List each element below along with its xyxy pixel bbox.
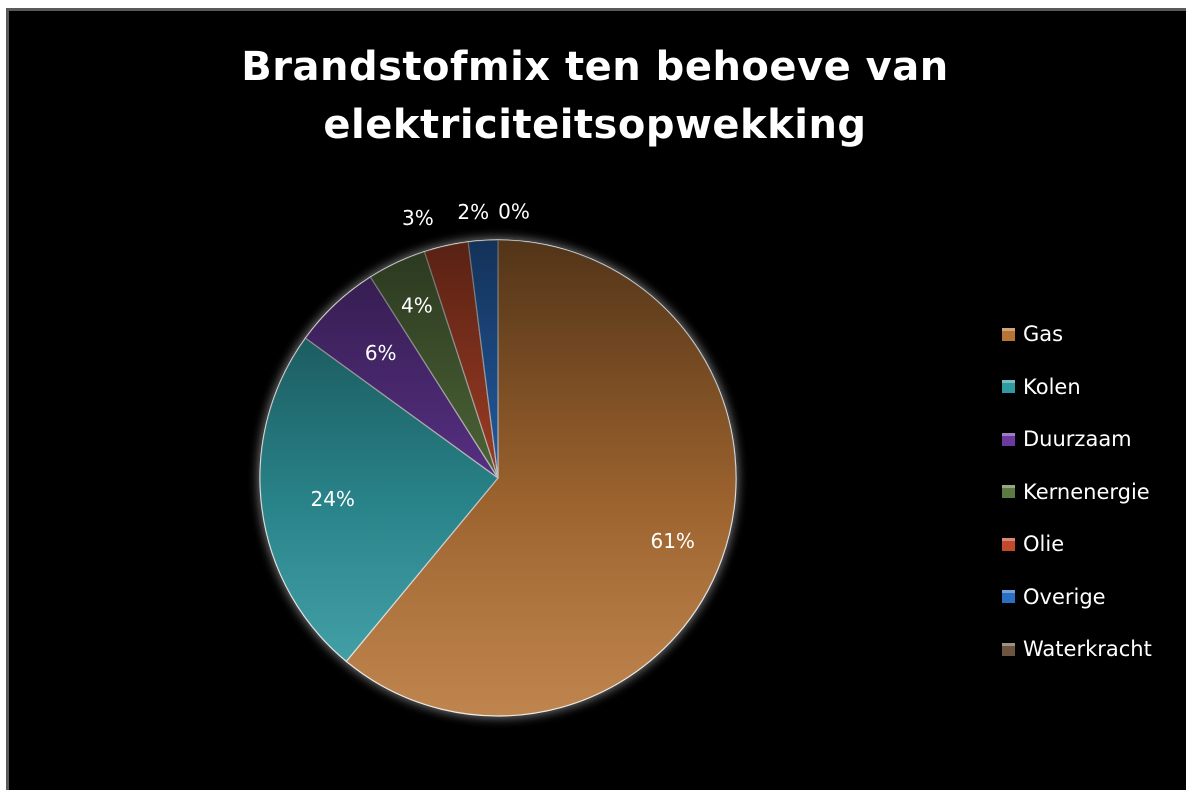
legend-item-gas: Gas xyxy=(1002,308,1182,361)
legend-item-waterkracht: Waterkracht xyxy=(1002,623,1182,676)
legend-label-kolen: Kolen xyxy=(1023,374,1081,399)
legend-item-duurzaam: Duurzaam xyxy=(1002,413,1182,466)
legend-label-olie: Olie xyxy=(1023,532,1065,557)
data-label-gas: 61% xyxy=(650,529,694,553)
data-label-kernenergie: 4% xyxy=(401,294,433,318)
legend-item-overige: Overige xyxy=(1002,571,1182,624)
legend-swatch-olie xyxy=(1002,537,1015,551)
chart-title-line-1: Brandstofmix ten behoeve van xyxy=(241,44,949,90)
data-label-olie: 3% xyxy=(402,206,434,230)
legend-label-duurzaam: Duurzaam xyxy=(1023,427,1132,452)
legend-label-kernenergie: Kernenergie xyxy=(1023,479,1150,504)
legend-swatch-overige xyxy=(1002,590,1015,604)
legend-swatch-waterkracht xyxy=(1002,642,1015,656)
data-label-duurzaam: 6% xyxy=(365,341,397,365)
legend-swatch-gas xyxy=(1002,327,1015,341)
data-label-overige: 2% xyxy=(457,200,489,224)
legend-label-waterkracht: Waterkracht xyxy=(1023,637,1152,662)
data-label-kolen: 24% xyxy=(310,487,354,511)
legend-label-gas: Gas xyxy=(1023,322,1064,347)
legend-item-olie: Olie xyxy=(1002,518,1182,571)
pie-slices xyxy=(259,239,737,717)
chart-title-line-2: elektriciteitsopwekking xyxy=(323,102,867,148)
legend-swatch-kolen xyxy=(1002,380,1015,394)
pie-data-labels: 61% 24% 6%4% 3% 2% 0% xyxy=(310,199,694,553)
legend-item-kolen: Kolen xyxy=(1002,361,1182,414)
legend-swatch-duurzaam xyxy=(1002,432,1015,446)
chart-title: Brandstofmix ten behoeve van elektricite… xyxy=(0,38,1190,154)
chart-legend: Gas Kolen Duurzaam Kernenergie Olie Overige Wa… xyxy=(1002,308,1182,676)
legend-swatch-kernenergie xyxy=(1002,485,1015,499)
data-label-waterkracht: 0% xyxy=(498,199,530,223)
legend-item-kernenergie: Kernenergie xyxy=(1002,466,1182,519)
legend-label-overige: Overige xyxy=(1023,584,1106,609)
